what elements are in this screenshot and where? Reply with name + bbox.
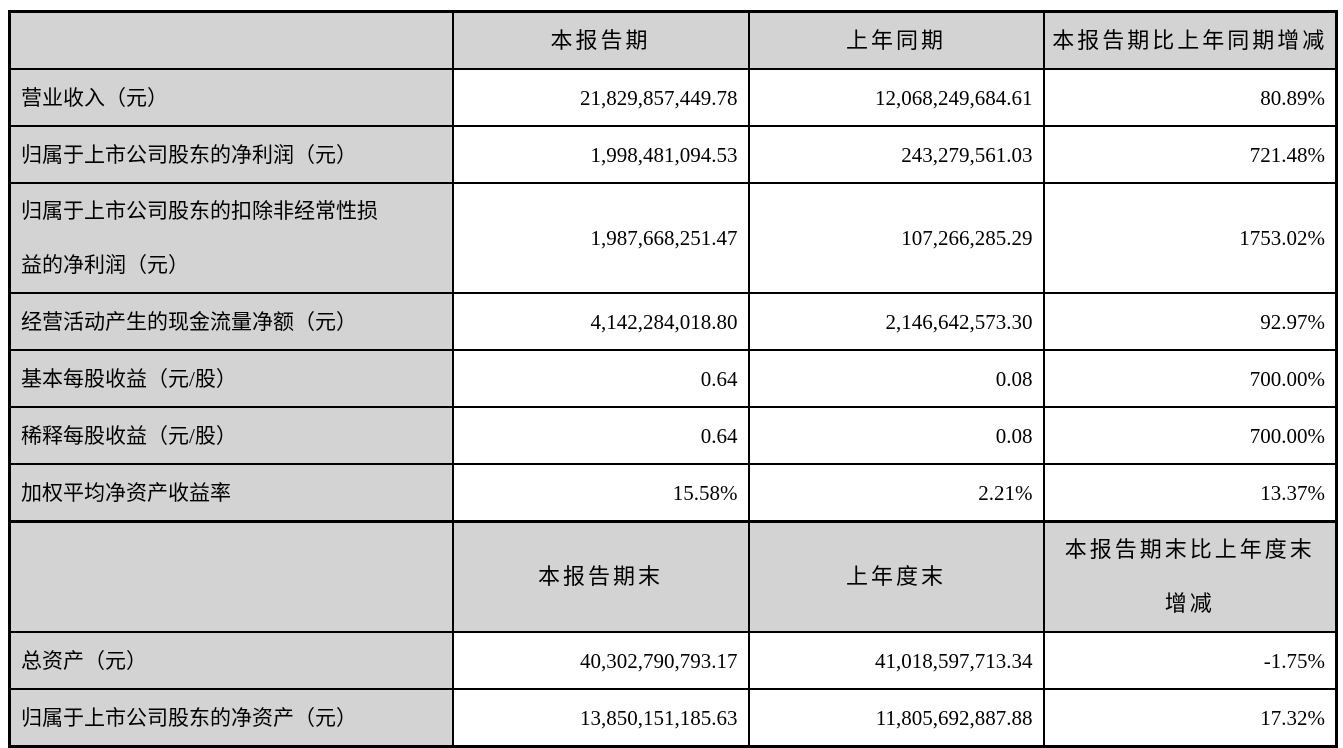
current-period-value: 0.64: [451, 406, 750, 465]
col-header-prior-year-end: 上年度末: [747, 520, 1045, 633]
metric-label: 归属于上市公司股东的净资产（元）: [8, 688, 454, 748]
yearend-header-row: 本报告期末 上年度末 本报告期末比上年度末 增减: [8, 520, 1338, 633]
table-row: 经营活动产生的现金流量净额（元） 4,142,284,018.80 2,146,…: [8, 292, 1338, 351]
prior-period-value: 2,146,642,573.30: [747, 292, 1045, 351]
metric-label: 归属于上市公司股东的净利润（元）: [8, 125, 454, 184]
prior-period-value: 2.21%: [747, 463, 1045, 523]
metric-label: 营业收入（元）: [8, 68, 454, 127]
current-period-end-value: 40,302,790,793.17: [451, 631, 750, 690]
col-header-metric-blank: [8, 10, 454, 70]
change-value: 80.89%: [1042, 68, 1338, 127]
prior-period-value: 107,266,285.29: [747, 182, 1045, 294]
prior-period-value: 12,068,249,684.61: [747, 68, 1045, 127]
current-period-end-value: 13,850,151,185.63: [451, 688, 750, 748]
prior-period-value: 0.08: [747, 349, 1045, 408]
change-value: 700.00%: [1042, 406, 1338, 465]
col-header-yearend-change: 本报告期末比上年度末 增减: [1042, 520, 1338, 633]
metric-label-line1: 归属于上市公司股东的扣除非经常性损: [21, 199, 378, 223]
table-row: 加权平均净资产收益率 15.58% 2.21% 13.37%: [8, 463, 1338, 523]
table-row: 营业收入（元） 21,829,857,449.78 12,068,249,684…: [8, 68, 1338, 127]
metric-label: 加权平均净资产收益率: [8, 463, 454, 523]
col-header-prior-period: 上年同期: [747, 10, 1045, 70]
current-period-value: 1,998,481,094.53: [451, 125, 750, 184]
current-period-value: 0.64: [451, 349, 750, 408]
col-header-current-period: 本报告期: [451, 10, 750, 70]
current-period-value: 4,142,284,018.80: [451, 292, 750, 351]
table-row: 稀释每股收益（元/股） 0.64 0.08 700.00%: [8, 406, 1338, 465]
col-header-period-change: 本报告期比上年同期增减: [1042, 10, 1338, 70]
metric-label-line2: 益的净利润（元）: [21, 253, 189, 277]
current-period-value: 15.58%: [451, 463, 750, 523]
change-value: 13.37%: [1042, 463, 1338, 523]
financial-summary-table: 本报告期 上年同期 本报告期比上年同期增减 营业收入（元） 21,829,857…: [8, 10, 1338, 748]
table-row: 归属于上市公司股东的净资产（元） 13,850,151,185.63 11,80…: [8, 688, 1338, 748]
change-value: 700.00%: [1042, 349, 1338, 408]
change-value: 17.32%: [1042, 688, 1338, 748]
metric-label: 归属于上市公司股东的扣除非经常性损 益的净利润（元）: [8, 182, 454, 294]
metric-label: 经营活动产生的现金流量净额（元）: [8, 292, 454, 351]
period-header-row: 本报告期 上年同期 本报告期比上年同期增减: [8, 10, 1338, 70]
change-value: -1.75%: [1042, 631, 1338, 690]
change-value: 721.48%: [1042, 125, 1338, 184]
col-header-current-period-end: 本报告期末: [451, 520, 750, 633]
change-value: 92.97%: [1042, 292, 1338, 351]
prior-period-value: 0.08: [747, 406, 1045, 465]
metric-label: 总资产（元）: [8, 631, 454, 690]
table-row: 归属于上市公司股东的净利润（元） 1,998,481,094.53 243,27…: [8, 125, 1338, 184]
metric-label: 稀释每股收益（元/股）: [8, 406, 454, 465]
table-row: 总资产（元） 40,302,790,793.17 41,018,597,713.…: [8, 631, 1338, 690]
prior-year-end-value: 41,018,597,713.34: [747, 631, 1045, 690]
change-value: 1753.02%: [1042, 182, 1338, 294]
table-row: 归属于上市公司股东的扣除非经常性损 益的净利润（元） 1,987,668,251…: [8, 182, 1338, 294]
prior-period-value: 243,279,561.03: [747, 125, 1045, 184]
col-header-metric-blank: [8, 520, 454, 633]
col-header-yearend-change-line2: 增减: [1164, 591, 1215, 616]
table-row: 基本每股收益（元/股） 0.64 0.08 700.00%: [8, 349, 1338, 408]
prior-year-end-value: 11,805,692,887.88: [747, 688, 1045, 748]
metric-label: 基本每股收益（元/股）: [8, 349, 454, 408]
current-period-value: 21,829,857,449.78: [451, 68, 750, 127]
current-period-value: 1,987,668,251.47: [451, 182, 750, 294]
col-header-yearend-change-line1: 本报告期末比上年度末: [1064, 537, 1315, 562]
